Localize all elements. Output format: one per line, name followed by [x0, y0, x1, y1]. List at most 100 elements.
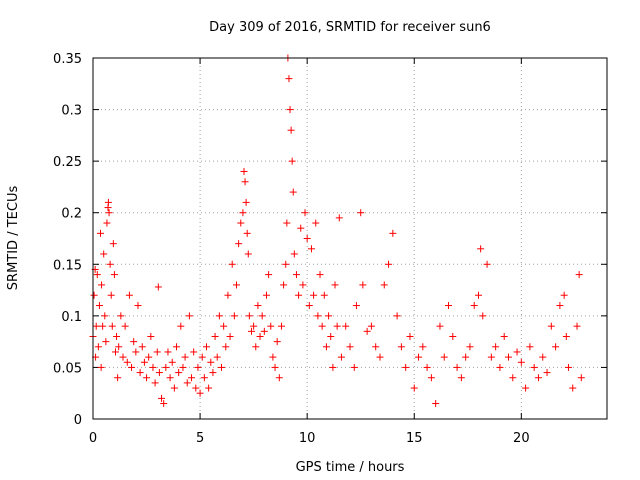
- data-point: [102, 338, 110, 346]
- data-point: [194, 363, 202, 371]
- data-point: [121, 322, 129, 330]
- data-point: [262, 291, 270, 299]
- data-point: [254, 302, 262, 310]
- data-point: [164, 348, 172, 356]
- data-point: [385, 260, 393, 268]
- data-point: [280, 281, 288, 289]
- data-point: [342, 322, 350, 330]
- data-point: [117, 312, 125, 320]
- data-point: [290, 250, 298, 258]
- data-point: [436, 322, 444, 330]
- data-point: [160, 400, 168, 408]
- data-point: [158, 394, 166, 402]
- data-point: [462, 353, 470, 361]
- data-point: [256, 332, 264, 340]
- y-tick-label: 0.25: [53, 155, 82, 170]
- data-point: [155, 369, 163, 377]
- data-point: [277, 322, 285, 330]
- data-point: [218, 363, 225, 371]
- data-point: [423, 363, 431, 371]
- data-point: [415, 353, 423, 361]
- data-point: [496, 363, 504, 371]
- data-point: [312, 219, 320, 227]
- data-point: [101, 312, 109, 320]
- y-tick-label: 0.15: [53, 258, 82, 273]
- data-point: [470, 302, 478, 310]
- data-point: [250, 322, 258, 330]
- data-point: [240, 167, 248, 175]
- data-point: [243, 229, 251, 237]
- data-point: [235, 240, 243, 248]
- data-point: [181, 353, 189, 361]
- data-point: [389, 229, 397, 237]
- data-point: [513, 348, 521, 356]
- data-points: [89, 54, 585, 408]
- data-point: [147, 332, 155, 340]
- data-point: [267, 322, 275, 330]
- data-point: [203, 343, 211, 351]
- data-point: [440, 353, 448, 361]
- data-point: [123, 358, 131, 366]
- data-point: [352, 302, 360, 310]
- data-point: [367, 322, 375, 330]
- plot-frame: [92, 57, 608, 420]
- data-point: [100, 250, 108, 258]
- y-tick-label: 0.2: [61, 207, 82, 222]
- data-point: [292, 271, 300, 279]
- data-point: [487, 353, 495, 361]
- data-point: [213, 353, 221, 361]
- data-point: [575, 271, 583, 279]
- data-point: [350, 363, 358, 371]
- data-point: [397, 343, 405, 351]
- data-point: [132, 348, 140, 356]
- data-point: [115, 343, 123, 351]
- data-point: [99, 322, 107, 330]
- data-point: [479, 312, 487, 320]
- data-point: [228, 260, 236, 268]
- data-point: [564, 363, 572, 371]
- data-point: [509, 374, 517, 382]
- chart-title: Day 309 of 2016, SRMTID for receiver sun…: [209, 20, 491, 35]
- data-point: [224, 291, 232, 299]
- grid-lines: [93, 58, 607, 419]
- data-point: [329, 363, 337, 371]
- x-tick-label: 0: [89, 431, 97, 446]
- data-point: [569, 384, 577, 392]
- data-point: [119, 353, 127, 361]
- data-point: [530, 363, 538, 371]
- x-tick-label: 20: [513, 431, 530, 446]
- data-point: [475, 291, 482, 299]
- data-point: [109, 240, 117, 248]
- data-point: [372, 343, 380, 351]
- data-point: [453, 363, 461, 371]
- data-point: [445, 302, 453, 310]
- data-point: [114, 374, 122, 382]
- data-point: [477, 245, 485, 253]
- data-point: [134, 302, 142, 310]
- data-point: [363, 327, 371, 335]
- data-point: [96, 229, 104, 237]
- data-point: [539, 353, 547, 361]
- data-point: [93, 271, 101, 279]
- data-point: [285, 75, 293, 83]
- data-point: [103, 219, 111, 227]
- data-point: [275, 374, 283, 382]
- data-point: [94, 343, 102, 351]
- data-point: [104, 198, 112, 206]
- data-point: [211, 332, 219, 340]
- data-point: [297, 224, 305, 232]
- data-point: [307, 245, 315, 253]
- data-point: [287, 126, 295, 134]
- x-axis-label: GPS time / hours: [296, 460, 405, 475]
- data-point: [283, 219, 291, 227]
- data-point: [273, 338, 281, 346]
- data-point: [547, 322, 555, 330]
- data-point: [402, 363, 410, 371]
- data-point: [205, 384, 213, 392]
- data-point: [196, 389, 204, 397]
- data-point: [406, 332, 414, 340]
- data-point: [130, 338, 138, 346]
- data-point: [107, 291, 115, 299]
- data-point: [282, 260, 290, 268]
- data-point: [562, 332, 570, 340]
